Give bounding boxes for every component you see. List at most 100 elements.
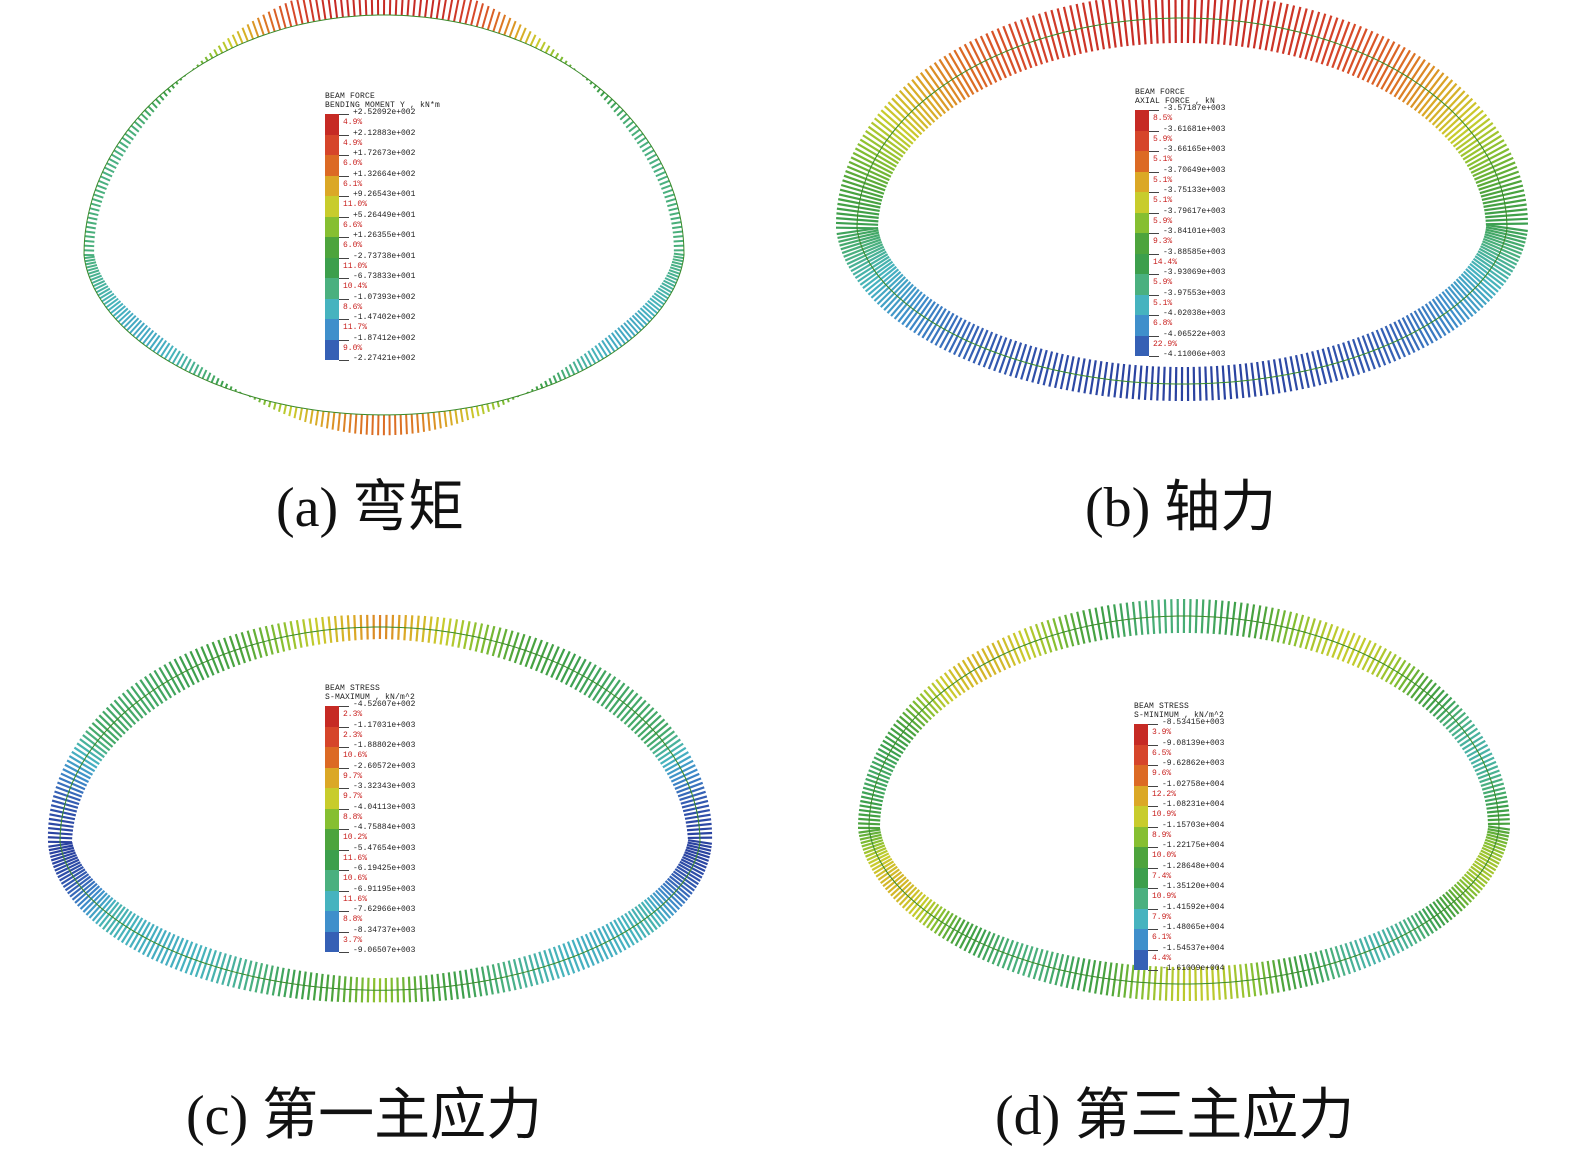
ring-hatch-line <box>590 347 601 362</box>
legend-color-swatch <box>1134 785 1148 806</box>
ring-hatch-line <box>657 175 668 182</box>
legend-value: -1.07393e+002 <box>353 292 416 302</box>
ring-hatch-line <box>441 0 447 20</box>
ring-hatch-line <box>103 295 117 306</box>
ring-hatch-line <box>87 216 98 221</box>
ring-hatch-line <box>405 414 408 435</box>
legend-value: -1.35120e+004 <box>1162 882 1225 891</box>
ring-hatch-line <box>529 34 537 47</box>
ring-hatch-line <box>560 369 567 380</box>
legend-percent: 6.0% <box>343 159 363 168</box>
legend-percent: 5.9% <box>1153 278 1173 287</box>
legend-value: -2.27421e+002 <box>353 354 416 363</box>
legend-color-swatch <box>325 114 339 135</box>
ring-hatch-line <box>669 211 680 216</box>
ring-hatch-line <box>226 37 234 49</box>
ring-hatch-line <box>596 88 602 93</box>
legend-value: -3.97553e+003 <box>1163 288 1226 298</box>
ring-hatch-line <box>113 149 124 157</box>
ring-hatch-line <box>443 411 448 428</box>
legend-tick <box>1149 274 1159 275</box>
legend-tick <box>339 278 349 279</box>
ring-hatch-line <box>85 225 96 230</box>
legend-value: -3.32343e+003 <box>353 782 416 791</box>
legend-percent: 10.6% <box>343 874 368 883</box>
legend-value: +1.32664e+002 <box>353 169 416 179</box>
ring-hatch-line <box>288 405 293 417</box>
legend-value: -1.47402e+002 <box>353 313 416 322</box>
legend-body: 2.3% 2.3% 10.6% 9.7% 9.7% 8.8% 10.2% 11.6% 10.6%… <box>325 700 445 958</box>
ring-hatch-line <box>116 145 127 153</box>
ring-hatch-line <box>503 17 512 36</box>
panel-b: BEAM FORCE AXIAL FORCE , kN 8.5% 5.9% 5.1%… <box>790 0 1575 560</box>
ring-hatch-line <box>365 414 369 435</box>
ring-hatch-line <box>580 355 589 369</box>
legend-tick <box>1149 335 1159 337</box>
legend-value: -8.53415e+003 <box>1162 718 1225 727</box>
ring-hatch-line <box>278 5 287 29</box>
ring-hatch-line <box>118 141 129 149</box>
ring-hatch-line <box>501 399 505 405</box>
ring-hatch-line <box>87 269 100 275</box>
legend-percent: 10.6% <box>343 751 368 760</box>
legend-percent: 11.6% <box>343 894 368 904</box>
ring-hatch-line <box>130 124 140 133</box>
legend-body: 3.9% 6.5% 9.6% 12.2% 10.9% 8.9% 10.0% 7.4% 10.9%… <box>1134 718 1254 976</box>
ring-hatch-line <box>432 412 437 430</box>
ring-hatch-line <box>668 269 681 275</box>
ring-hatch-line <box>267 11 276 32</box>
ring-hatch-line <box>642 304 656 317</box>
legend-title-line1: BEAM STRESS <box>1134 702 1190 711</box>
ring-hatch-line <box>231 34 239 47</box>
ring-hatch-line <box>524 30 532 44</box>
ring-hatch-line <box>539 383 544 389</box>
legend-percent: 4.9% <box>343 118 363 127</box>
ring-hatch-line <box>219 380 224 387</box>
ring-hatch-line <box>115 307 129 320</box>
legend-tick <box>339 726 349 728</box>
legend-tick <box>339 237 349 238</box>
ring-hatch-line <box>1211 0 1217 45</box>
ring-hatch-line <box>224 383 229 389</box>
tunnel-outline <box>59 626 701 991</box>
ring-hatch-line <box>620 324 633 340</box>
ring-hatch-line <box>89 207 100 212</box>
ring-hatch-line <box>666 274 678 281</box>
ring-hatch-line <box>208 52 214 59</box>
ring-hatch-line <box>535 386 539 390</box>
panel-c: BEAM STRESS S-MAXIMUM , kN/m^2 2.3% 2.3% 1… <box>0 590 790 1152</box>
legend-body: 8.5% 5.9% 5.1% 5.1% 5.1% 5.9% 9.3% 14.4% 5.9% 5.1… <box>1135 104 1255 362</box>
ring-hatch-line <box>296 0 304 25</box>
legend-value: -5.47654e+003 <box>353 843 416 853</box>
ring-hatch-line <box>604 337 616 353</box>
ring-hatch-line <box>519 27 527 42</box>
legend-value: -8.34737e+003 <box>353 925 416 935</box>
ring-hatch-line <box>107 300 122 312</box>
ring-hatch-line <box>206 372 212 381</box>
legend-color-swatch <box>1135 253 1149 274</box>
legend-percent: 11.0% <box>343 200 368 209</box>
ring-hatch-line <box>486 8 496 31</box>
legend-tick <box>339 808 349 810</box>
legend-percent: 6.0% <box>343 241 363 250</box>
legend-tick <box>339 196 349 197</box>
ring-hatch-line <box>91 198 103 203</box>
ring-hatch-line <box>673 255 684 260</box>
legend-value: -4.04113e+003 <box>353 802 416 812</box>
ring-hatch-line <box>110 302 124 315</box>
legend-tick <box>339 870 349 871</box>
legend-tick <box>1148 949 1158 951</box>
ring-hatch-line <box>236 30 244 44</box>
ring-hatch-line <box>101 292 115 303</box>
ring-hatch-line <box>93 193 104 199</box>
ring-hatch-line <box>133 120 143 129</box>
ring-hatch-line <box>201 369 208 380</box>
ring-hatch-line <box>105 297 119 309</box>
ring-hatch-line <box>88 211 99 217</box>
ring-hatch-line <box>91 277 104 285</box>
legend-color-swatch <box>325 767 339 788</box>
legend-percent: 11.0% <box>343 261 368 271</box>
legend-color-swatch <box>1135 294 1149 315</box>
ring-hatch-line <box>370 0 374 16</box>
ring-hatch-line <box>166 88 172 93</box>
